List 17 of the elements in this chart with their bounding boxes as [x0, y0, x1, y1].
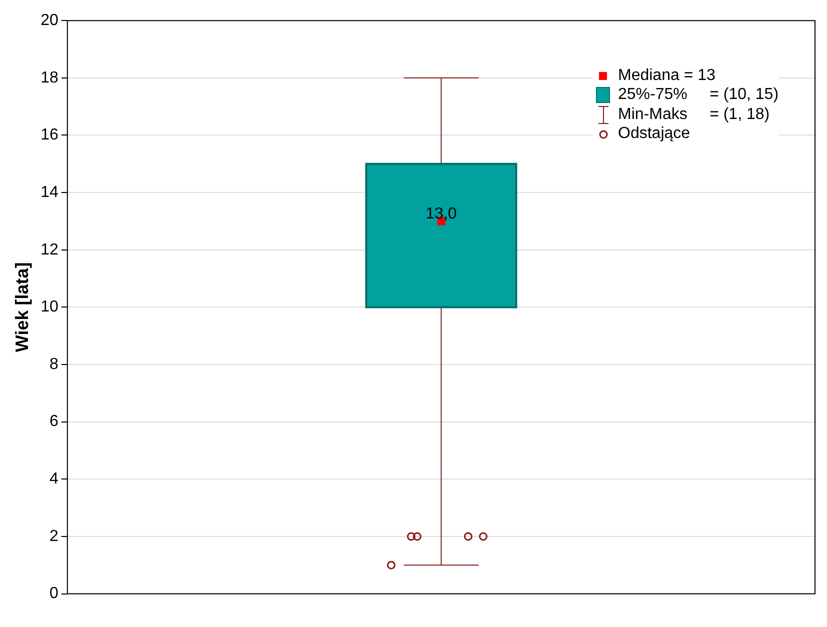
y-tick-label: 8	[49, 356, 58, 373]
annotation: 25%-75% = (10, 15)	[618, 86, 779, 104]
y-tick-label: 20	[40, 12, 58, 30]
annotation: 13,0	[426, 206, 457, 223]
y-tick-label: 14	[40, 184, 58, 201]
y-tick-label: 0	[49, 585, 58, 602]
annotation: Odstające	[618, 125, 690, 144]
y-tick-label: 4	[49, 470, 58, 488]
y-tick-label: 10	[40, 298, 58, 316]
annotation: Mediana = 13	[618, 66, 716, 85]
y-tick-label: 6	[49, 413, 58, 430]
y-tick-label: 16	[40, 126, 58, 144]
annotation: Min-Maks = (1, 18)	[618, 106, 770, 124]
y-tick-label: 18	[40, 69, 58, 86]
y-axis-title: Wiek [lata]	[12, 262, 32, 352]
y-tick-label: 12	[40, 241, 58, 258]
y-tick-label: 2	[49, 528, 58, 545]
